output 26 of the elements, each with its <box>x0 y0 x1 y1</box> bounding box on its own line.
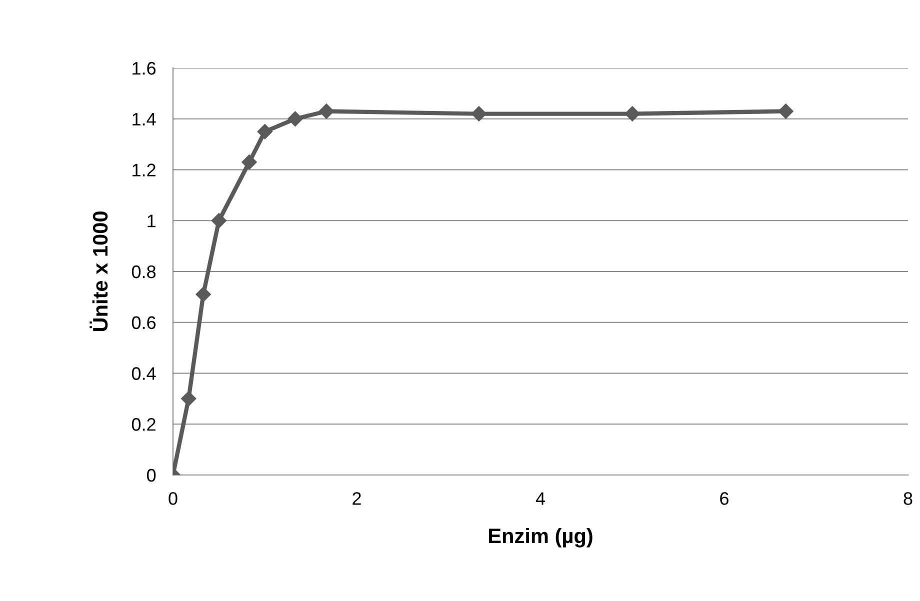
y-tick-label: 0.2 <box>132 418 156 431</box>
point <box>318 104 334 119</box>
x-tick-label: 2 <box>352 492 361 505</box>
point <box>196 286 211 302</box>
x-tick-label: 6 <box>720 492 728 505</box>
point <box>242 154 257 170</box>
y-tick-label: 0.6 <box>132 316 156 330</box>
x-tick-label: 8 <box>904 492 912 505</box>
point <box>211 213 227 228</box>
point <box>471 106 487 122</box>
y-tick-label: 0.8 <box>132 265 156 278</box>
y-tick-label: 0.4 <box>132 367 156 380</box>
y-tick-label: 1.4 <box>132 112 156 126</box>
y-axis-title: Ünite x 1000 <box>90 212 108 332</box>
point <box>181 391 196 406</box>
x-axis-title: Enzim (µg) <box>489 528 592 548</box>
point <box>288 111 303 126</box>
y-tick-label: 1.2 <box>132 164 156 176</box>
x-tick-label: 4 <box>536 492 545 505</box>
x-tick-label: 0 <box>168 492 178 505</box>
y-tick-label: 0 <box>147 468 156 482</box>
y-tick-label: 1 <box>148 214 156 228</box>
point <box>624 106 640 122</box>
point <box>257 124 272 140</box>
point <box>778 104 794 119</box>
y-tick-label: 1.6 <box>132 62 156 75</box>
